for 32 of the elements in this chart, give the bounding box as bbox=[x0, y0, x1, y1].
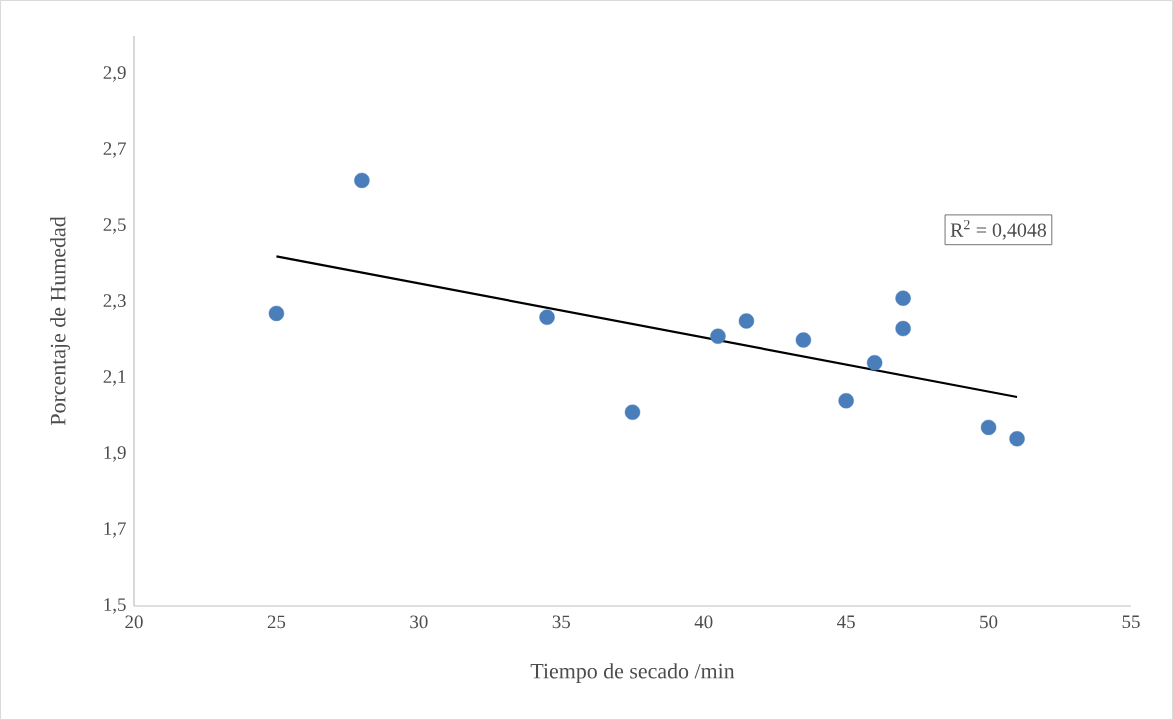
x-axis-title: Tiempo de secado /min bbox=[530, 663, 735, 684]
x-tick-label: 20 bbox=[125, 615, 143, 629]
point bbox=[895, 320, 911, 337]
point bbox=[624, 404, 641, 420]
annotation: R$^{2}$ = 0,4048 bbox=[950, 219, 1047, 240]
y-tick-label: 1,5 bbox=[104, 598, 126, 614]
point bbox=[980, 419, 997, 436]
y-tick-label: 2,3 bbox=[103, 294, 126, 310]
y-tick-label: 2,5 bbox=[103, 218, 126, 234]
x-tick-label: 40 bbox=[694, 615, 713, 629]
point bbox=[838, 393, 854, 409]
x-tick-label: 50 bbox=[980, 615, 998, 629]
y-tick-label: 2,9 bbox=[103, 66, 126, 82]
point bbox=[268, 305, 285, 322]
y-tick-label: 2,7 bbox=[103, 142, 126, 158]
point bbox=[895, 290, 911, 306]
point bbox=[795, 332, 812, 348]
point bbox=[539, 309, 555, 325]
x-tick-label: 30 bbox=[410, 615, 428, 629]
x-tick-label: 45 bbox=[837, 615, 855, 629]
point bbox=[1009, 431, 1025, 447]
x-tick-label: 25 bbox=[267, 615, 286, 629]
y-tick-label: 1,7 bbox=[104, 522, 126, 538]
y-tick-label: 1,9 bbox=[104, 446, 126, 462]
x-tick-label: 35 bbox=[552, 615, 570, 629]
point bbox=[866, 355, 883, 371]
y-tick-label: 2,1 bbox=[103, 370, 126, 386]
point bbox=[710, 328, 726, 344]
y-axis-title: Porcentaje de Humedad bbox=[50, 216, 70, 426]
point bbox=[738, 313, 755, 329]
x-tick-label: 55 bbox=[1122, 615, 1140, 629]
point bbox=[354, 172, 370, 189]
